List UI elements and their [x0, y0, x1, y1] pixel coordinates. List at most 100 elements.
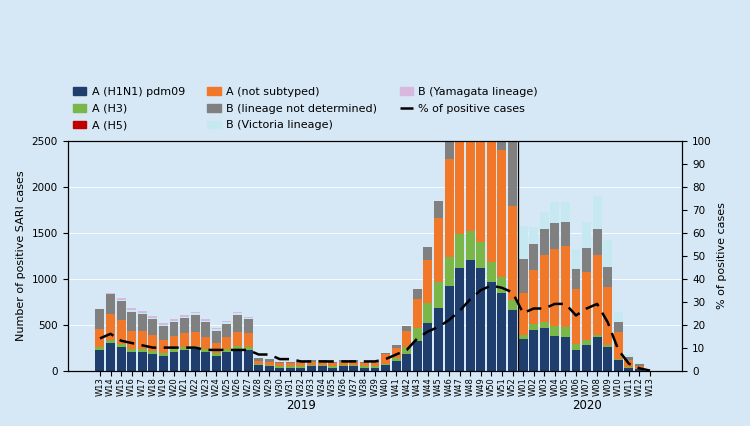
Bar	[497, 150, 506, 277]
Bar	[190, 315, 200, 331]
Bar	[413, 341, 422, 371]
Bar	[603, 345, 612, 347]
Bar	[328, 363, 338, 366]
Bar	[286, 362, 295, 363]
Bar	[95, 309, 104, 329]
Bar	[95, 329, 104, 348]
Bar	[106, 293, 115, 294]
Bar	[561, 222, 570, 246]
Bar	[106, 294, 115, 314]
Bar	[360, 362, 369, 363]
Bar	[116, 299, 125, 300]
Bar	[265, 365, 274, 366]
Bar	[592, 256, 602, 334]
Bar	[603, 267, 612, 287]
Bar	[530, 227, 538, 244]
Bar	[530, 330, 538, 371]
Bar	[138, 331, 147, 349]
Bar	[434, 201, 443, 218]
Bar	[307, 366, 316, 371]
Bar	[455, 58, 464, 102]
Bar	[138, 352, 147, 371]
Bar	[540, 229, 549, 256]
Bar	[635, 363, 644, 364]
Bar	[392, 361, 400, 371]
Bar	[339, 365, 348, 366]
Bar	[128, 310, 136, 312]
Bar	[180, 315, 189, 317]
Bar	[233, 348, 242, 371]
Bar	[307, 365, 316, 366]
Bar	[296, 366, 305, 368]
Bar	[275, 362, 284, 363]
Bar	[159, 323, 168, 325]
Bar	[350, 366, 358, 371]
Bar	[254, 365, 263, 371]
Bar	[360, 363, 369, 366]
Bar	[582, 340, 591, 345]
Bar	[466, 65, 475, 231]
Bar	[128, 352, 136, 371]
Bar	[233, 331, 242, 345]
Bar	[201, 320, 210, 322]
Bar	[497, 55, 506, 150]
Bar	[424, 260, 433, 302]
Bar	[190, 312, 200, 313]
Bar	[572, 269, 580, 289]
Bar	[455, 234, 464, 268]
Bar	[170, 349, 178, 352]
Bar	[244, 348, 253, 350]
Bar	[614, 360, 622, 371]
Bar	[445, 256, 454, 286]
Bar	[413, 299, 422, 328]
Bar	[328, 368, 338, 371]
Bar	[138, 349, 147, 352]
Bar	[265, 359, 274, 362]
Bar	[170, 322, 178, 337]
Bar	[223, 320, 232, 322]
Bar	[561, 337, 570, 371]
Bar	[211, 328, 220, 329]
Bar	[95, 350, 104, 371]
Bar	[201, 349, 210, 352]
Bar	[180, 348, 189, 350]
Bar	[190, 313, 200, 315]
Bar	[582, 345, 591, 371]
Bar	[286, 366, 295, 368]
Bar	[201, 319, 210, 320]
Bar	[128, 331, 136, 349]
Bar	[223, 352, 232, 371]
Bar	[561, 246, 570, 327]
Bar	[476, 242, 485, 268]
Bar	[381, 354, 390, 364]
Bar	[540, 212, 549, 229]
Bar	[466, 0, 475, 65]
Bar	[476, 268, 485, 371]
Bar	[190, 348, 200, 371]
Bar	[592, 334, 602, 337]
Bar	[592, 229, 602, 256]
Bar	[550, 326, 560, 336]
Bar	[466, 260, 475, 371]
Bar	[413, 328, 422, 341]
Bar	[159, 340, 168, 353]
Bar	[116, 300, 125, 302]
Bar	[106, 343, 115, 371]
Y-axis label: % of positive cases: % of positive cases	[718, 202, 728, 309]
Bar	[625, 367, 634, 368]
Bar	[487, 0, 496, 3]
Bar	[317, 362, 326, 365]
Bar	[518, 335, 527, 340]
Bar	[424, 247, 433, 260]
Bar	[455, 102, 464, 234]
Bar	[561, 327, 570, 337]
Bar	[497, 0, 506, 55]
Bar	[233, 313, 242, 315]
Bar	[116, 347, 125, 371]
Bar	[296, 362, 305, 363]
Bar	[550, 336, 560, 371]
Bar	[402, 354, 411, 371]
Bar	[381, 353, 390, 354]
Bar	[445, 159, 454, 256]
Bar	[211, 329, 220, 331]
